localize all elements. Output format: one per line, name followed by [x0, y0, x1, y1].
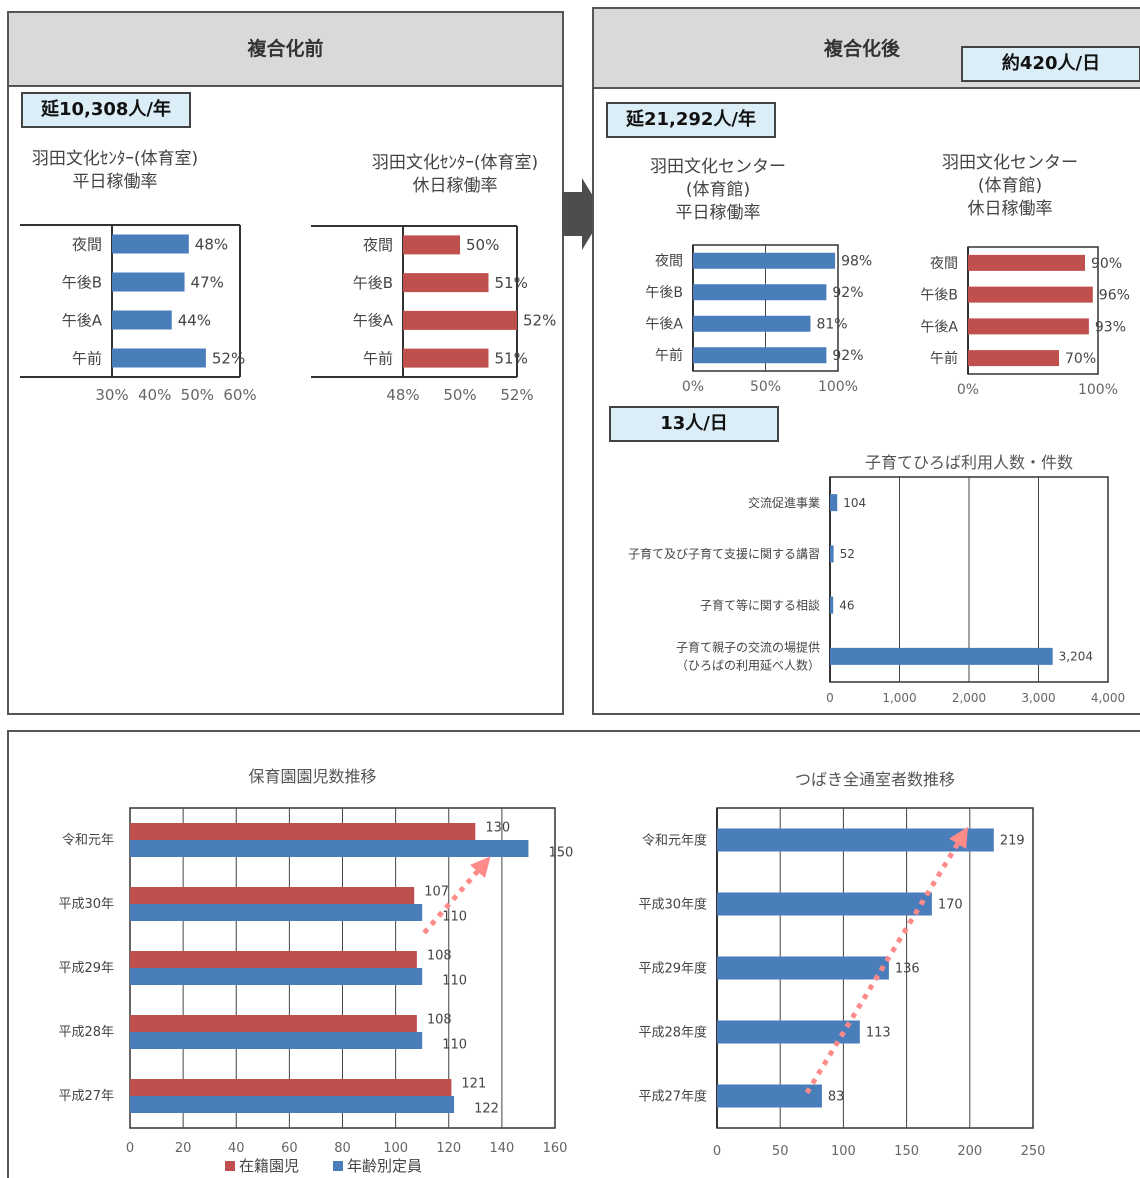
plot-frame	[129, 807, 556, 1129]
data-label: 136	[895, 962, 920, 977]
category-label: 平成29年度	[638, 961, 707, 977]
x-tick-label: 140	[489, 1141, 514, 1156]
bottom-frame-left	[7, 730, 9, 1178]
x-tick-label: 0	[126, 1141, 134, 1156]
bar	[717, 1084, 822, 1108]
bar	[130, 951, 417, 968]
plot-frame	[716, 807, 1034, 1129]
data-label: 108	[427, 1013, 452, 1028]
category-label: 平成30年	[58, 897, 114, 912]
data-label: 122	[474, 1102, 499, 1117]
legend-label: 在籍園児	[239, 1157, 299, 1175]
after-daily-badge-top: 約420人/日	[961, 46, 1140, 82]
chart-title: つばき全通室者数推移	[795, 770, 955, 789]
bar	[717, 828, 994, 852]
legend-label: 年齢別定員	[347, 1157, 422, 1175]
x-tick-label: 0	[713, 1144, 721, 1159]
before-annual-badge: 延10,308人/年	[21, 92, 191, 128]
bar	[130, 1079, 452, 1096]
x-tick-label: 200	[957, 1144, 982, 1159]
trend-arrow-hoikuen	[422, 856, 491, 935]
title-line: 平日稼働率	[72, 172, 158, 192]
data-label: 121	[461, 1077, 486, 1092]
title-line: 羽田文化ｾﾝﾀｰ(体育室)	[31, 149, 199, 169]
after-annual-badge: 延21,292人/年	[606, 102, 776, 138]
bar	[717, 1020, 860, 1044]
bottom-frame-top	[7, 730, 1140, 732]
trend-arrow-tsubaki	[804, 826, 968, 1095]
bar	[717, 956, 889, 980]
chart-title: 保育園園児数推移	[248, 767, 376, 786]
bar	[130, 1032, 423, 1049]
category-label: 令和元年度	[642, 833, 707, 849]
title-line: 平日稼働率	[675, 203, 761, 223]
title-line: 休日稼働率	[412, 176, 498, 196]
category-label: 令和元年	[62, 833, 114, 848]
legend-swatch	[333, 1161, 343, 1171]
x-tick-label: 100	[383, 1141, 408, 1156]
x-tick-label: 20	[175, 1141, 192, 1156]
x-tick-label: 120	[436, 1141, 461, 1156]
x-tick-label: 40	[228, 1141, 245, 1156]
before-weekday-title: 羽田文化ｾﾝﾀｰ(体育室) 平日稼働率	[10, 148, 220, 194]
data-label: 110	[442, 910, 467, 925]
bar	[130, 968, 423, 985]
bar	[130, 1015, 417, 1032]
title-line: 羽田文化センター	[650, 157, 786, 177]
bar	[130, 823, 476, 840]
category-label: 平成28年	[58, 1025, 114, 1040]
after-kosodate-badge: 13人/日	[609, 406, 779, 442]
panel-before-header: 複合化前	[9, 13, 562, 87]
title-line: 羽田文化センター	[942, 153, 1078, 173]
after-holiday-title: 羽田文化センター (体育館) 休日稼働率	[910, 152, 1110, 221]
data-label: 150	[548, 846, 573, 861]
bar	[130, 887, 415, 904]
title-line: (体育館)	[685, 180, 751, 200]
category-label: 平成27年	[58, 1089, 114, 1104]
data-label: 219	[1000, 834, 1025, 849]
legend-swatch	[225, 1161, 235, 1171]
data-label: 107	[424, 885, 449, 900]
category-label: 平成28年度	[638, 1025, 707, 1041]
title-line: 休日稼働率	[967, 199, 1053, 219]
data-label: 83	[828, 1090, 845, 1105]
x-tick-label: 250	[1021, 1144, 1046, 1159]
before-holiday-title: 羽田文化ｾﾝﾀｰ(体育室) 休日稼働率	[350, 152, 560, 198]
data-label: 110	[442, 1038, 467, 1053]
bar	[130, 840, 529, 857]
data-label: 130	[485, 821, 510, 836]
data-label: 170	[938, 898, 963, 913]
after-weekday-title: 羽田文化センター (体育館) 平日稼働率	[618, 156, 818, 225]
x-tick-label: 150	[894, 1144, 919, 1159]
category-label: 平成27年度	[638, 1089, 707, 1105]
x-tick-label: 80	[334, 1141, 351, 1156]
category-label: 平成29年	[58, 961, 114, 976]
arrow-right-icon	[562, 178, 604, 250]
bar	[130, 1096, 455, 1113]
title-line: (体育館)	[977, 176, 1043, 196]
data-label: 110	[442, 974, 467, 989]
data-label: 113	[866, 1026, 891, 1041]
x-tick-label: 160	[543, 1141, 568, 1156]
data-label: 108	[427, 949, 452, 964]
panel-after-header-text: 複合化後	[824, 38, 901, 60]
title-line: 羽田文化ｾﾝﾀｰ(体育室)	[371, 153, 539, 173]
bar	[130, 904, 423, 921]
x-tick-label: 100	[831, 1144, 856, 1159]
bar	[717, 892, 932, 916]
category-label: 平成30年度	[638, 897, 707, 913]
x-tick-label: 50	[772, 1144, 789, 1159]
x-tick-label: 60	[281, 1141, 298, 1156]
